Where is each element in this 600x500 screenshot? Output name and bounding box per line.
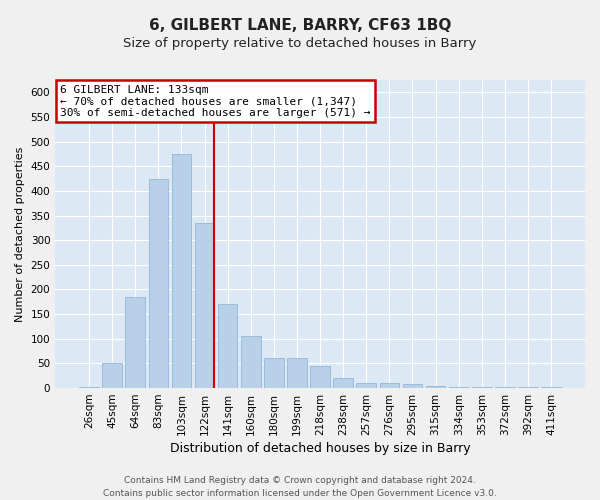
Text: 6, GILBERT LANE, BARRY, CF63 1BQ: 6, GILBERT LANE, BARRY, CF63 1BQ [149,18,451,32]
Bar [264,358,284,388]
Bar [172,154,191,388]
Bar [218,304,238,388]
Y-axis label: Number of detached properties: Number of detached properties [15,146,25,322]
Bar [287,358,307,388]
Bar [472,387,491,388]
X-axis label: Distribution of detached houses by size in Barry: Distribution of detached houses by size … [170,442,470,455]
Bar [79,386,99,388]
Text: Size of property relative to detached houses in Barry: Size of property relative to detached ho… [124,38,476,51]
Bar [310,366,330,388]
Bar [495,387,515,388]
Bar [103,364,122,388]
Bar [195,223,214,388]
Bar [380,383,399,388]
Bar [426,386,445,388]
Bar [541,387,561,388]
Bar [518,387,538,388]
Bar [149,178,168,388]
Bar [241,336,260,388]
Bar [334,378,353,388]
Text: Contains HM Land Registry data © Crown copyright and database right 2024.
Contai: Contains HM Land Registry data © Crown c… [103,476,497,498]
Text: 6 GILBERT LANE: 133sqm
← 70% of detached houses are smaller (1,347)
30% of semi-: 6 GILBERT LANE: 133sqm ← 70% of detached… [61,84,371,118]
Bar [125,297,145,388]
Bar [449,386,469,388]
Bar [403,384,422,388]
Bar [356,383,376,388]
